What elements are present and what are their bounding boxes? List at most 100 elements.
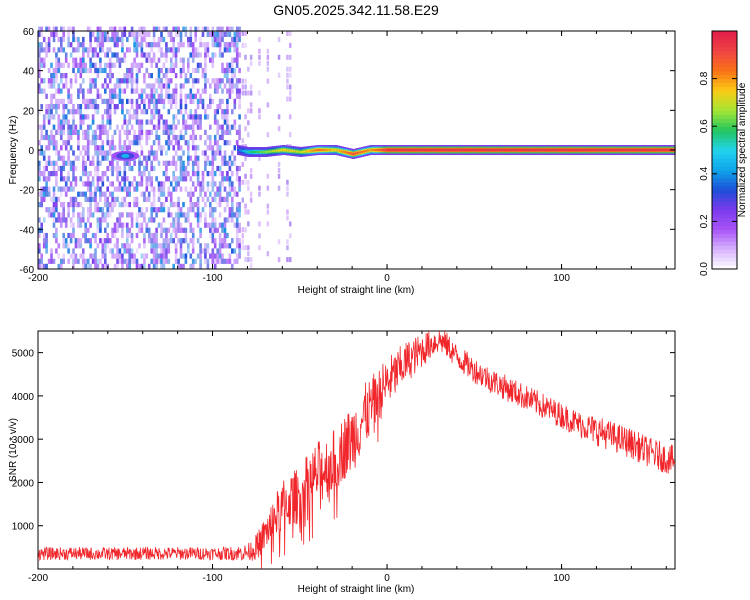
spectrogram-cell — [196, 222, 200, 228]
spectrogram-cell — [235, 227, 239, 233]
spectrogram-cell — [140, 181, 144, 187]
spectrogram-cell — [191, 263, 195, 269]
spectrogram-blob — [121, 153, 130, 158]
y-tick-label: 40 — [23, 67, 35, 78]
spectrogram-cell — [55, 145, 58, 151]
spectrogram-cell — [277, 72, 281, 78]
spectrogram-cell — [138, 263, 141, 269]
spectrogram-cell — [118, 36, 122, 43]
spectrogram-cell — [247, 66, 250, 72]
spectrogram-cell — [228, 186, 232, 192]
spectrogram-cell — [94, 186, 97, 192]
spectrogram-cell — [118, 202, 122, 208]
spectrogram-cell — [191, 165, 195, 172]
spectrogram-cell — [143, 26, 146, 32]
colorbar-step — [712, 189, 737, 195]
spectrogram-cell — [162, 98, 166, 104]
spectrogram-cell — [191, 93, 195, 99]
spectrogram-cell — [177, 109, 180, 115]
spectrogram-cell — [189, 227, 193, 233]
spectrogram-cell — [235, 36, 239, 43]
spectrogram-cell — [286, 31, 289, 36]
spectrogram-cell — [140, 191, 144, 197]
spectrogram-cell — [177, 26, 180, 32]
spectrogram-cell — [199, 263, 202, 269]
spectrogram-cell — [72, 263, 75, 269]
spectrogram-cell — [45, 263, 48, 269]
colorbar-step — [712, 42, 737, 48]
spectrogram-cell — [128, 165, 131, 172]
spectrogram-cell — [89, 98, 92, 104]
spectrogram-cell — [167, 227, 171, 233]
spectrogram-cell — [226, 258, 229, 264]
spectrogram-cell — [201, 150, 205, 156]
spectrogram-cell — [50, 31, 53, 37]
signal-band-segment — [365, 150, 368, 152]
spectrogram-cell — [45, 109, 48, 115]
spectrogram-cell — [182, 83, 185, 89]
spectrogram-cell — [174, 83, 178, 89]
spectrogram-cell — [89, 57, 92, 63]
spectrogram-cell — [133, 62, 136, 68]
spectrogram-cell — [128, 78, 131, 84]
spectrogram-cell — [157, 186, 161, 192]
spectrogram-cell — [113, 165, 117, 172]
spectrogram-cell — [40, 202, 43, 208]
spectrogram-cell — [38, 52, 41, 58]
signal-band-segment — [299, 151, 303, 153]
signal-band-segment — [551, 149, 554, 151]
spectrogram-cell — [130, 248, 134, 254]
spectrogram-cell — [196, 176, 200, 182]
spectrogram-cell — [241, 161, 244, 167]
spectrogram-cell — [226, 88, 229, 94]
signal-band-segment — [503, 149, 507, 151]
spectrogram-cell — [99, 26, 102, 32]
spectrogram-cell — [211, 98, 215, 104]
spectrogram-cell — [118, 57, 122, 63]
spectrogram-cell — [286, 54, 289, 60]
spectrogram-cell — [228, 93, 232, 99]
spectrogram-cell — [47, 36, 51, 43]
spectrogram-cell — [108, 104, 112, 110]
spectrogram-cell — [60, 73, 63, 79]
spectrogram-cell — [106, 36, 109, 43]
spectrogram-cell — [82, 42, 85, 48]
spectrogram-cell — [52, 78, 56, 84]
spectrogram-cell — [221, 109, 224, 115]
spectrogram-cell — [113, 227, 117, 233]
spectrogram-cell — [38, 202, 41, 208]
spectrogram-cell — [45, 134, 48, 141]
spectrogram-cell — [104, 150, 107, 156]
spectrogram-cell — [174, 62, 178, 68]
signal-band-segment — [482, 149, 486, 151]
spectrogram-cell — [223, 232, 227, 239]
spectrogram-cell — [221, 62, 224, 68]
spectrogram-cell — [152, 207, 156, 213]
spectrogram-cell — [82, 171, 85, 177]
colorbar-step — [712, 265, 737, 270]
spectrogram-cell — [116, 258, 119, 264]
spectrogram-cell — [60, 263, 63, 269]
spectrogram-cell — [50, 160, 53, 166]
signal-band-segment — [260, 151, 264, 153]
spectrogram-cell — [106, 155, 109, 161]
spectrogram-cell — [174, 150, 178, 156]
spectrogram-cell — [218, 145, 222, 151]
spectrogram-cell — [211, 52, 215, 58]
spectrogram-cell — [241, 42, 244, 48]
spectrogram-cell — [104, 253, 107, 259]
spectrogram-cell — [199, 258, 202, 264]
spectrogram-cell — [96, 186, 100, 192]
spectrogram-cell — [191, 248, 195, 254]
spectrogram-cell — [101, 67, 105, 74]
signal-band-segment — [334, 149, 338, 151]
spectrogram-cell — [113, 196, 117, 202]
spectrogram-cell — [50, 134, 53, 141]
spectrogram-cell — [247, 221, 250, 227]
spectrogram-cell — [60, 88, 63, 94]
spectrogram-cell — [266, 173, 270, 179]
spectrogram-cell — [101, 114, 105, 120]
signal-band-segment — [570, 149, 573, 151]
spectrogram-cell — [184, 232, 188, 239]
spectrogram-cell — [140, 42, 144, 48]
